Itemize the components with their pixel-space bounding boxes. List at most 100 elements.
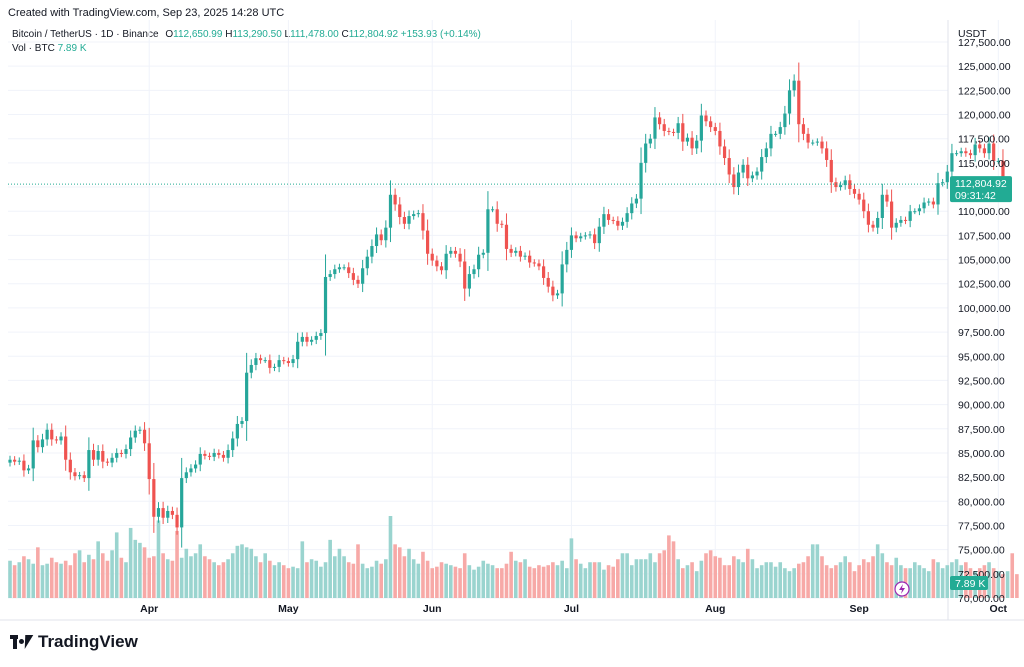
candle-body	[783, 113, 787, 128]
volume-bar	[393, 544, 397, 598]
price-tick-label: 77,500.00	[958, 520, 1005, 532]
volume-bar	[787, 571, 792, 598]
candle-body	[305, 336, 309, 342]
volume-bar	[328, 539, 332, 598]
volume-bar	[184, 548, 189, 598]
volume-legend-row: Vol · BTC 7.89 K	[12, 42, 481, 56]
candle-body	[732, 174, 736, 188]
volume-badge-value: 7.89 K	[955, 578, 985, 590]
volume-bar	[718, 557, 722, 598]
candle-body	[774, 133, 778, 135]
volume-bar	[356, 544, 360, 598]
price-axis[interactable]: 127,500.00 125,000.00 122,500.00 120,000.00…	[958, 37, 1011, 605]
candle-body	[240, 421, 244, 424]
volume-bar	[286, 568, 291, 598]
volume-bar	[606, 565, 611, 598]
candle-body	[523, 255, 527, 257]
candle-body	[45, 429, 49, 440]
tradingview-logo[interactable]: TradingView	[10, 632, 138, 652]
volume-bar	[68, 565, 73, 598]
candle-body	[518, 250, 522, 257]
volume-bar	[690, 562, 694, 598]
candle-body	[954, 153, 959, 155]
volume-bar	[694, 571, 699, 598]
candle-body	[838, 185, 843, 188]
volume-bar	[875, 544, 880, 598]
last-price-value: 112,804.92	[955, 178, 1007, 190]
bar-countdown: 09:31:42	[955, 190, 996, 202]
volume-bar	[750, 559, 755, 598]
volume-bar	[625, 553, 629, 598]
price-tick-label: 70,000.00	[958, 593, 1005, 605]
time-tick-label: Jul	[564, 603, 579, 615]
volume-bar	[569, 538, 574, 598]
high-label: H	[225, 29, 233, 40]
candle-body	[286, 361, 290, 364]
candle-body	[722, 146, 727, 159]
candle-body	[588, 234, 592, 236]
volume-bar	[815, 544, 820, 598]
volume-bar	[124, 562, 128, 598]
candle-body	[908, 211, 912, 221]
volume-bar	[481, 560, 486, 598]
volume-bar	[509, 551, 513, 598]
price-tick-label: 95,000.00	[958, 351, 1005, 363]
volume-bar	[940, 568, 945, 598]
candle-body	[175, 514, 179, 528]
volume-bar	[444, 563, 448, 598]
volume-bar	[221, 562, 226, 598]
volume-bar	[894, 557, 899, 598]
volume-bar	[792, 568, 796, 598]
candle-body	[398, 204, 402, 218]
candle-body	[653, 117, 657, 139]
volume-bar	[379, 563, 383, 598]
volume-bar	[773, 566, 778, 598]
volume-bar	[73, 553, 77, 598]
volume-label[interactable]: Vol · BTC	[12, 43, 55, 54]
lightning-icon[interactable]	[894, 581, 910, 597]
volume-bar	[105, 560, 110, 598]
candle-body	[593, 234, 597, 244]
candle-body	[333, 269, 337, 275]
volume-bar	[926, 571, 931, 598]
volume-bar	[991, 568, 996, 598]
volume-bar	[616, 559, 620, 598]
volume-bar	[31, 563, 35, 598]
volume-bar	[1001, 574, 1005, 598]
volume-bar	[769, 562, 773, 598]
candle-body	[630, 203, 634, 214]
candle-body	[226, 450, 230, 458]
volume-bar	[1015, 574, 1019, 598]
candle-body	[973, 144, 977, 156]
candle-body	[277, 360, 281, 367]
volume-bar	[402, 556, 407, 598]
volume-bar	[848, 562, 852, 598]
candle-body	[778, 127, 782, 134]
volume-bar	[611, 566, 615, 598]
candle-body	[876, 217, 880, 228]
candle-body	[347, 267, 351, 274]
volume-bar	[472, 569, 476, 598]
volume-bar	[824, 565, 829, 598]
currency-label[interactable]: USDT	[958, 28, 987, 40]
candle-body	[59, 436, 63, 441]
volume-bar	[397, 547, 402, 598]
time-axis[interactable]: Apr May Jun Jul Aug Sep Oct	[140, 603, 1007, 615]
candle-body	[760, 157, 764, 172]
price-tick-label: 80,000.00	[958, 496, 1005, 508]
symbol-legend: Bitcoin / TetherUS · 1D · Binance O112,6…	[12, 28, 481, 56]
candle-body	[597, 226, 601, 244]
price-tick-label: 120,000.00	[958, 110, 1011, 122]
volume-bar	[736, 559, 741, 598]
volume-bar	[838, 562, 843, 598]
candle-body	[129, 437, 133, 450]
candle-body	[50, 429, 54, 440]
volume-bar	[1010, 553, 1015, 598]
symbol-name[interactable]: Bitcoin / TetherUS · 1D · Binance	[12, 29, 159, 40]
price-tick-label: 97,500.00	[958, 327, 1005, 339]
candle-body	[393, 194, 397, 205]
candle-body	[8, 459, 12, 463]
candle-body	[551, 286, 555, 296]
candle-body	[388, 194, 393, 228]
